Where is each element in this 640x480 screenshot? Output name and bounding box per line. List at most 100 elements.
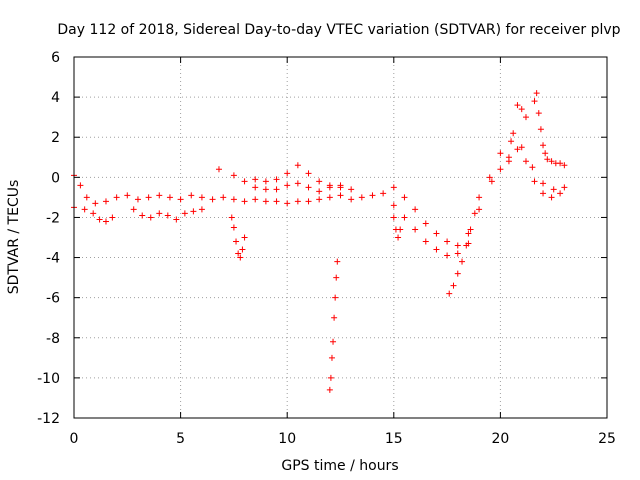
data-point <box>369 192 376 199</box>
data-point <box>540 190 547 197</box>
data-point <box>505 158 512 165</box>
x-axis-label: GPS time / hours <box>281 458 398 474</box>
x-tick-label: 20 <box>491 431 509 447</box>
series-lower-track <box>390 202 472 259</box>
data-point <box>380 190 387 197</box>
series-middle-track <box>252 180 344 195</box>
data-point <box>531 178 538 185</box>
data-point <box>522 114 529 121</box>
y-tick-label: -4 <box>46 251 60 267</box>
data-point <box>233 238 240 245</box>
data-point <box>328 354 335 361</box>
data-point <box>544 156 551 163</box>
grid-lines <box>73 56 608 419</box>
data-point <box>450 282 457 289</box>
data-point <box>561 184 568 191</box>
data-point <box>390 214 397 221</box>
data-point <box>177 196 184 203</box>
data-point <box>476 194 483 201</box>
y-tick-label: 0 <box>51 170 60 186</box>
data-point <box>305 198 312 205</box>
data-point <box>156 210 163 217</box>
data-point <box>514 146 521 153</box>
data-point <box>181 210 188 217</box>
data-point <box>446 290 453 297</box>
series-lower-band <box>130 206 205 223</box>
data-point <box>510 130 517 137</box>
data-point <box>533 90 540 97</box>
data-point <box>518 144 525 151</box>
y-axis-label: SDTVAR / TECUs <box>6 180 22 295</box>
data-point <box>156 192 163 199</box>
data-point <box>529 164 536 171</box>
x-tick-label: 15 <box>385 431 403 447</box>
y-tick-labels: -12 -10 -8 -6 -4 -2 0 2 4 6 <box>37 50 60 427</box>
data-point <box>390 184 397 191</box>
data-point <box>330 338 337 345</box>
data-point <box>454 270 461 277</box>
data-point <box>164 212 171 219</box>
data-point <box>497 166 504 173</box>
data-point <box>463 242 470 249</box>
data-point <box>454 242 461 249</box>
data-point <box>548 194 555 201</box>
data-point <box>166 194 173 201</box>
data-point <box>273 176 280 183</box>
plot-frame <box>73 56 608 419</box>
data-point <box>334 258 341 265</box>
series-peak-21.7h <box>531 90 568 169</box>
data-point <box>147 214 154 221</box>
data-point <box>337 182 344 189</box>
data-point <box>241 234 248 241</box>
x-tick-labels: 0 5 10 15 20 25 <box>70 431 616 447</box>
data-point <box>395 234 402 241</box>
data-point <box>228 214 235 221</box>
series-early-dip <box>71 172 116 225</box>
data-point <box>557 190 564 197</box>
data-point <box>188 192 195 199</box>
data-point <box>331 314 338 321</box>
data-point <box>235 250 242 257</box>
data-point <box>252 196 259 203</box>
data-point <box>518 106 525 113</box>
axis-ticks <box>73 56 608 419</box>
data-point <box>96 216 103 223</box>
data-point <box>77 182 84 189</box>
y-tick-label: -2 <box>46 210 60 226</box>
data-point <box>486 174 493 181</box>
data-point <box>316 196 323 203</box>
data-point <box>548 158 555 165</box>
data-point <box>397 226 404 233</box>
data-point <box>252 184 259 191</box>
data-point <box>81 206 88 213</box>
series-dip-17.8h <box>446 194 483 297</box>
data-point <box>467 226 474 233</box>
data-point <box>134 196 141 203</box>
y-tick-label: -12 <box>37 411 60 427</box>
data-point <box>198 206 205 213</box>
data-point <box>145 194 152 201</box>
data-point <box>284 170 291 177</box>
data-point <box>198 194 205 201</box>
data-point <box>190 208 197 215</box>
data-point <box>241 198 248 205</box>
x-tick-label: 10 <box>278 431 296 447</box>
data-point <box>139 212 146 219</box>
data-point <box>273 198 280 205</box>
data-point <box>514 102 521 109</box>
data-point <box>316 178 323 185</box>
data-point <box>230 196 237 203</box>
data-point <box>113 194 120 201</box>
data-point <box>305 170 312 177</box>
series-dip-16.0h <box>390 214 404 241</box>
data-point <box>124 192 131 199</box>
data-point <box>230 172 237 179</box>
data-point <box>294 198 301 205</box>
data-point <box>537 126 544 133</box>
data-point <box>488 178 495 185</box>
data-point <box>465 230 472 237</box>
data-point <box>557 160 564 167</box>
series-upper-track <box>215 162 355 193</box>
data-point <box>262 178 269 185</box>
y-tick-label: 2 <box>51 130 60 146</box>
